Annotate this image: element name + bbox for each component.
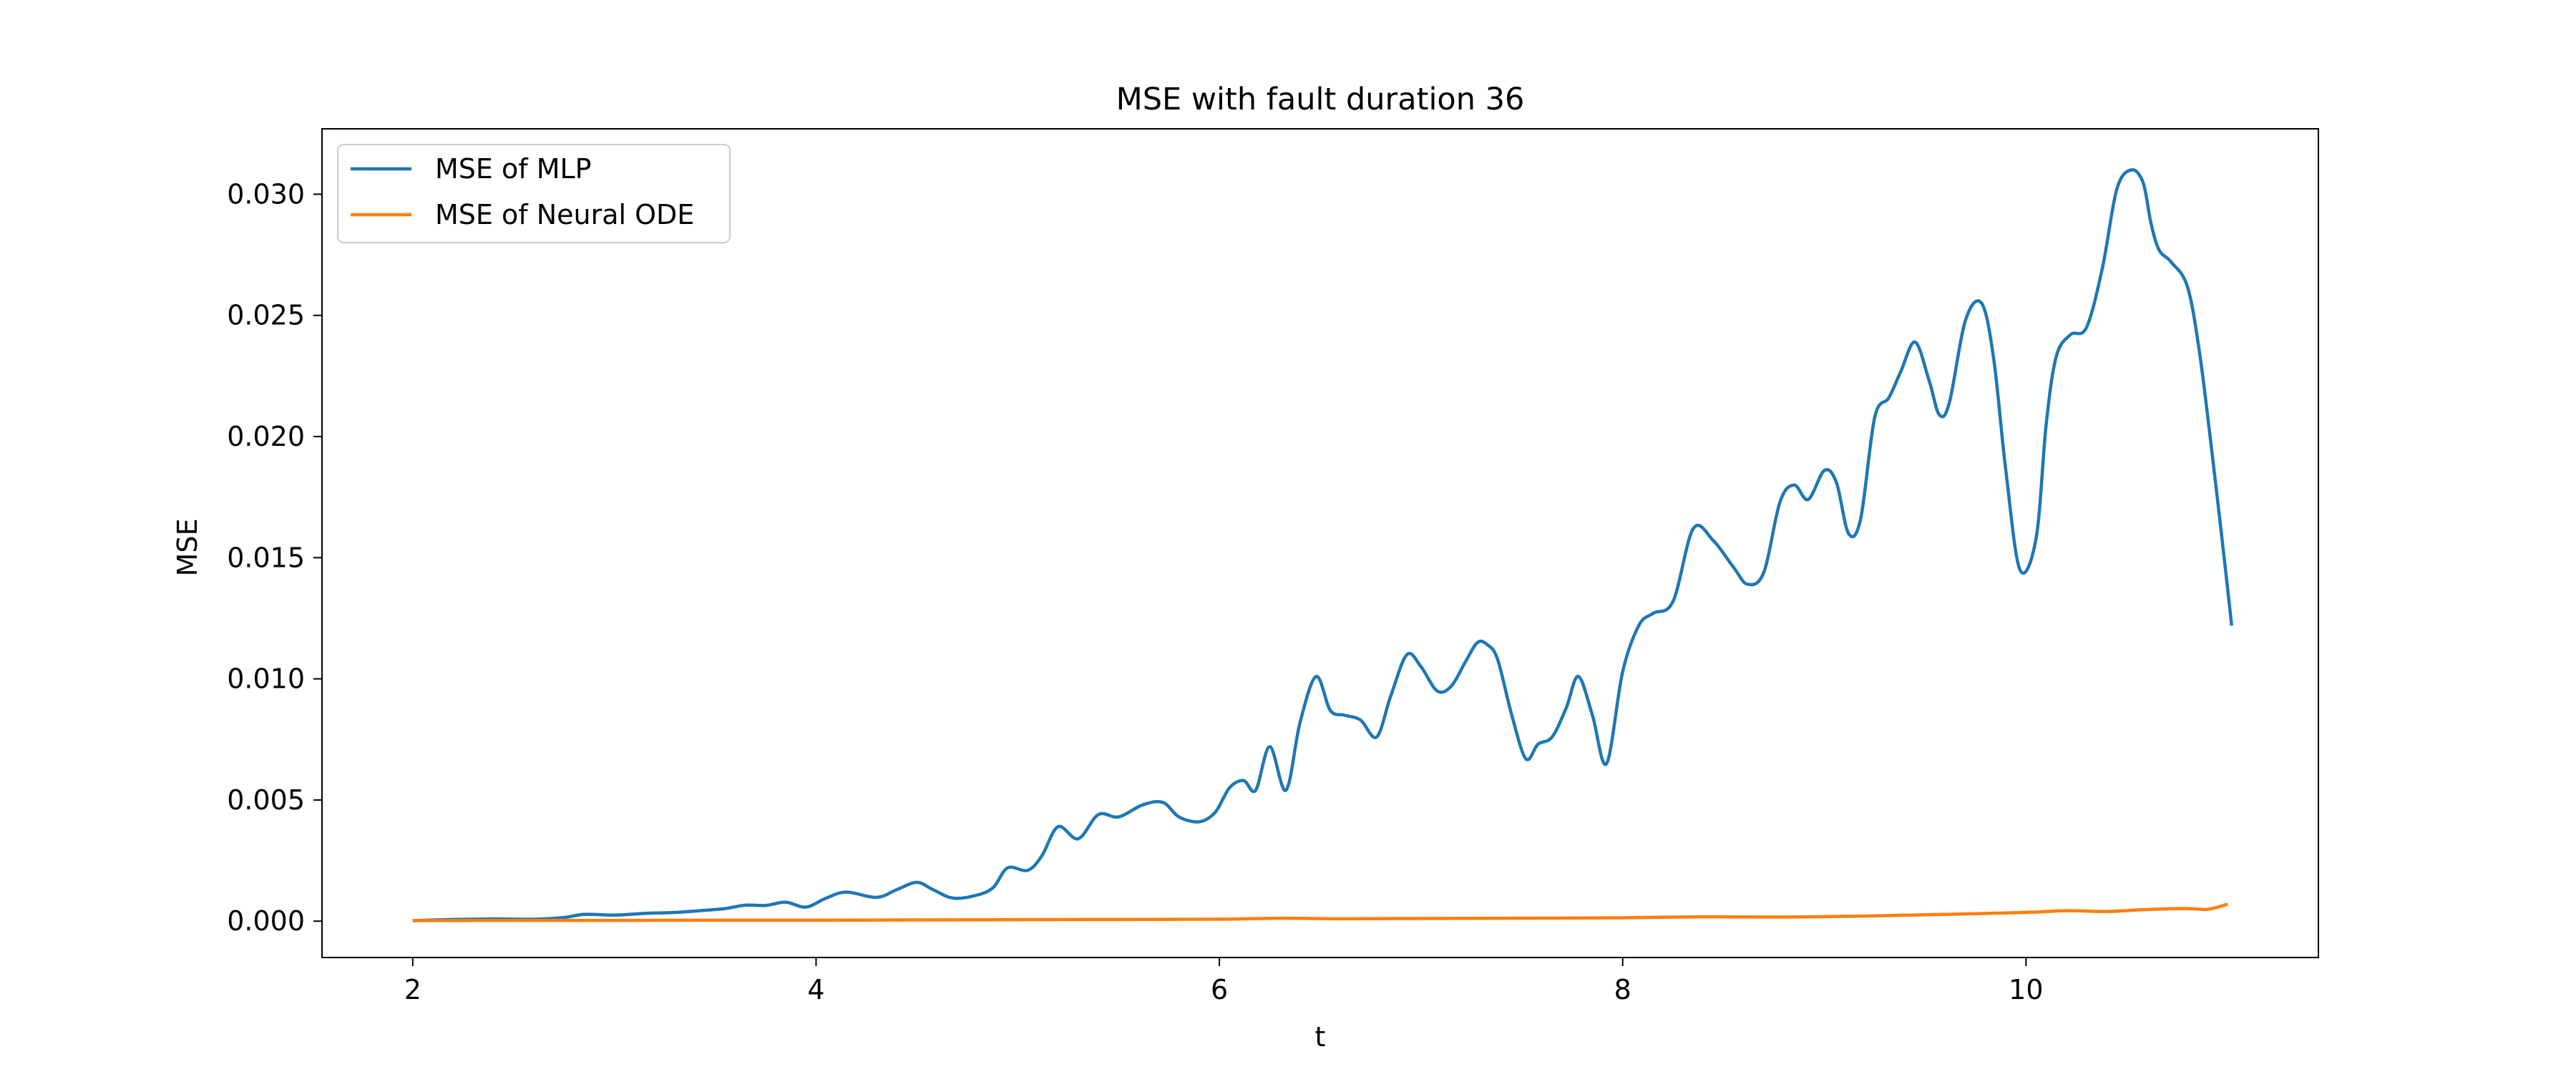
x-tick-label: 10	[2009, 974, 2043, 1005]
y-axis-label: MSE	[172, 519, 203, 577]
x-axis: 2 4 6 8 10	[404, 957, 2044, 1005]
x-tick-label: 2	[404, 974, 421, 1005]
legend-label-neural-ode: MSE of Neural ODE	[435, 199, 694, 230]
y-tick-label: 0.020	[227, 421, 305, 452]
y-tick-label: 0.025	[227, 300, 305, 331]
x-tick-label: 4	[807, 974, 824, 1005]
chart-title: MSE with fault duration 36	[1116, 82, 1525, 117]
y-tick-label: 0.030	[227, 178, 305, 210]
y-tick-label: 0.000	[227, 905, 305, 937]
series-line-mse-of-mlp	[412, 168, 2234, 922]
x-tick-label: 6	[1211, 974, 1228, 1005]
y-tick-label: 0.005	[227, 784, 305, 816]
y-tick-label: 0.015	[227, 542, 305, 573]
x-tick-label: 8	[1614, 974, 1631, 1005]
x-axis-label: t	[1315, 1021, 1326, 1053]
legend-box	[337, 144, 731, 243]
legend: MSE of MLP MSE of Neural ODE	[337, 144, 731, 243]
y-tick-label: 0.010	[227, 663, 305, 695]
series-layer	[412, 168, 2234, 922]
plot-frame	[321, 128, 2319, 958]
y-axis: 0.000 0.005 0.010 0.015 0.020 0.025 0.030	[227, 178, 322, 937]
series-line-mse-of-neural-ode	[412, 902, 2228, 922]
legend-label-mlp: MSE of MLP	[435, 153, 592, 185]
